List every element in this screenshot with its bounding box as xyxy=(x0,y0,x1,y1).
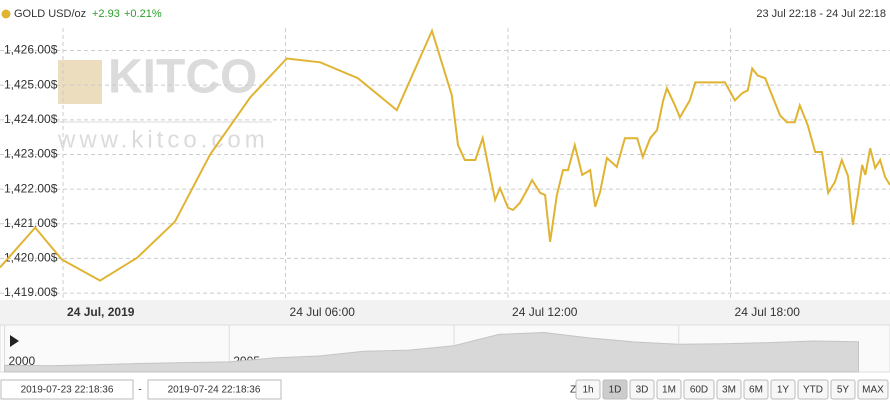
zoom-button[interactable] xyxy=(857,379,889,400)
watermark-site: www.kitco.com xyxy=(57,126,269,153)
watermark: KITCO www.kitco.com xyxy=(57,51,272,153)
zoom-button-label: 1h xyxy=(582,385,593,396)
from-input[interactable] xyxy=(0,379,134,400)
y-tick-label: 1,421.00$ xyxy=(4,216,58,230)
zoom-button-label: 3M xyxy=(722,385,736,396)
y-tick-label: 1,426.00$ xyxy=(4,43,58,57)
y-tick-label: 1,425.00$ xyxy=(4,77,58,91)
play-button[interactable] xyxy=(10,335,19,347)
zoom-button-label: MAX xyxy=(862,385,884,396)
navigator-area xyxy=(4,331,859,373)
zoom-button[interactable] xyxy=(683,379,715,400)
zoom-button-label: 5Y xyxy=(837,385,850,396)
zoom-button-label: 6M xyxy=(749,385,763,396)
x-tick-label: 24 Jul 06:00 xyxy=(290,305,356,319)
symbol-dot xyxy=(1,9,11,19)
nav-tick-label: 2000 xyxy=(8,354,35,368)
zoom-button-label: 60D xyxy=(690,385,708,396)
zoom-button[interactable] xyxy=(797,379,829,400)
zoom-button[interactable] xyxy=(602,379,628,400)
zoom-button[interactable] xyxy=(656,379,682,400)
zoom-button[interactable] xyxy=(716,379,742,400)
watermark-logo xyxy=(58,60,102,104)
y-tick-label: 1,423.00$ xyxy=(4,147,58,161)
x-tick-label: 24 Jul 12:00 xyxy=(512,305,578,319)
separator: - xyxy=(138,385,141,396)
x-tick-label: 24 Jul 18:00 xyxy=(735,305,801,319)
zoom-button[interactable] xyxy=(830,379,856,400)
y-tick-label: 1,419.00$ xyxy=(4,285,58,299)
zoom-button-label: YTD xyxy=(803,385,823,396)
zoom-button[interactable] xyxy=(575,379,601,400)
watermark-brand: KITCO xyxy=(108,51,257,104)
y-tick-label: 1,420.00$ xyxy=(4,251,58,265)
to-date: 2019-07-24 22:18:36 xyxy=(168,385,261,396)
zoom-button[interactable] xyxy=(629,379,655,400)
to-input[interactable] xyxy=(147,379,282,400)
y-tick-label: 1,422.00$ xyxy=(4,181,58,195)
zoom-button-label: 1M xyxy=(662,385,676,396)
zoom-button-label: 1Y xyxy=(777,385,790,396)
zoom-button-label: 3D xyxy=(636,385,649,396)
zoom-button-label: 1D xyxy=(609,385,622,396)
price-line xyxy=(0,27,890,282)
y-tick-label: 1,424.00$ xyxy=(4,112,58,126)
from-date: 2019-07-23 22:18:36 xyxy=(21,385,114,396)
date-range: 23 Jul 22:18 - 24 Jul 22:18 xyxy=(756,8,886,20)
change-pct: +0.21% xyxy=(124,8,162,20)
x-tick-label: 24 Jul, 2019 xyxy=(67,305,135,319)
x-axis-band xyxy=(0,300,890,325)
zoom-button[interactable] xyxy=(743,379,769,400)
change: +2.93 xyxy=(92,8,120,20)
zoom-button[interactable] xyxy=(770,379,796,400)
symbol: GOLD USD/oz xyxy=(14,8,86,20)
